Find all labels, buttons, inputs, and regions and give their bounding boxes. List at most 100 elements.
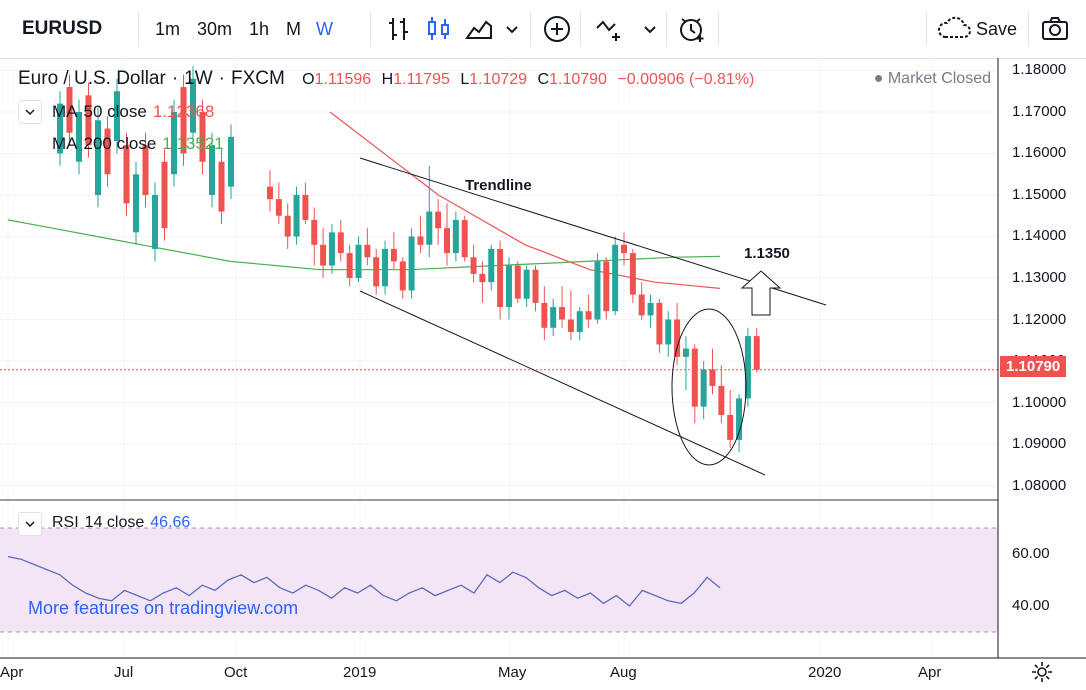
cloud-save-icon[interactable] (936, 14, 972, 44)
symbol-search[interactable]: EURUSD (22, 18, 103, 39)
candle-body (399, 261, 406, 291)
ma50-polyline (329, 111, 721, 289)
interval-1m[interactable]: 1m (155, 19, 181, 39)
price-tick-label: 1.08000 (1012, 476, 1067, 494)
candle-body (532, 269, 539, 303)
instrument-title: Euro / U.S. Dollar (18, 68, 166, 89)
candle-body (576, 311, 583, 332)
candle-body (95, 120, 101, 195)
open-label: O (302, 71, 315, 88)
alert-clock-icon[interactable] (677, 14, 707, 44)
price-tick-label: 1.10000 (1012, 393, 1067, 411)
price-tick-label: 1.09000 (1012, 435, 1067, 453)
top-toolbar: EURUSD 1m 30m 1h M W Save (0, 0, 1086, 59)
interval-W[interactable]: W (316, 19, 333, 39)
interval-30m[interactable]: 30m (197, 19, 233, 39)
candle-body (267, 186, 273, 200)
price-chart[interactable] (0, 58, 1086, 690)
chevron-down-icon[interactable] (640, 14, 660, 44)
candle-body (302, 194, 309, 220)
candle-body (479, 273, 486, 283)
candle-body (142, 145, 149, 195)
bar-style-icon[interactable] (384, 14, 414, 44)
ma50-legend[interactable]: MA 50 close 1.12368 (52, 102, 220, 122)
chevron-down-icon[interactable] (502, 14, 522, 44)
candle-body (355, 244, 362, 278)
candle-body (656, 302, 663, 345)
price-tick-label: 1.18000 (1012, 61, 1067, 79)
candle-body (744, 336, 751, 399)
candle-body (497, 248, 504, 308)
promo-link[interactable]: More features on tradingview.com (28, 598, 299, 618)
candle-body (559, 307, 566, 320)
ma200-params: 200 close (83, 134, 157, 153)
ma50-line (329, 111, 721, 289)
candle-body (700, 369, 707, 407)
candle-body (218, 161, 225, 212)
candle-body (57, 103, 63, 154)
save-button[interactable]: Save (976, 19, 1018, 39)
lower-trendline (359, 290, 766, 476)
candle-body (718, 385, 725, 415)
high-label: H (381, 71, 394, 88)
ma200-value: 1.13521 (162, 134, 224, 153)
settings-gear-icon[interactable] (1030, 660, 1054, 684)
open-value: 1.11596 (314, 71, 372, 88)
change-value: −0.00906 (−0.81%) (617, 71, 755, 88)
add-indicator-icon[interactable] (542, 14, 572, 44)
candle-body (638, 294, 645, 316)
time-tick-label: Oct (224, 664, 248, 681)
candle-body (293, 194, 300, 237)
candle-body (123, 145, 130, 204)
interval-M[interactable]: M (286, 19, 301, 39)
candle-body (567, 319, 574, 332)
low-label: L (460, 71, 470, 88)
candle-body (621, 244, 627, 254)
price-tick-label: 1.16000 (1012, 144, 1067, 162)
candle-body (470, 257, 477, 274)
candle-body (426, 211, 433, 245)
legend-collapse-button[interactable] (18, 100, 42, 124)
candle-body (152, 194, 158, 249)
candle-body (550, 307, 557, 328)
candle-body (320, 244, 327, 266)
ma50-params: 50 close (83, 102, 147, 121)
candle-body (390, 248, 397, 262)
rsi-legend[interactable]: RSI 14 close 46.66 (52, 514, 196, 532)
rsi-polyline (7, 555, 721, 607)
legend-exchange: FXCM (230, 68, 285, 89)
ohlc-values: O1.11596 H1.11795 L1.10729 C1.10790 −0.0… (302, 71, 760, 88)
price-tick-label: 1.12000 (1012, 310, 1067, 328)
interval-1h[interactable]: 1h (249, 19, 270, 39)
candle-body (408, 236, 415, 291)
candles-style-icon[interactable] (424, 14, 454, 44)
rsi-collapse-button[interactable] (18, 512, 42, 536)
close-label: C (537, 71, 550, 88)
candle-body (612, 244, 619, 312)
trendline-label: Trendline (465, 177, 532, 194)
candle-body (284, 215, 291, 237)
candle-body (629, 253, 636, 295)
price-tick-label: 1.17000 (1012, 102, 1067, 120)
candle-body (66, 87, 73, 133)
candle-body (133, 174, 139, 233)
candle-body (541, 302, 548, 328)
candle-body (674, 319, 681, 357)
time-tick-label: Apr (918, 664, 942, 681)
candle-body (523, 269, 530, 299)
market-status: ● Market Closed (873, 70, 991, 87)
toolbar-divider (530, 12, 531, 46)
toolbar-divider (666, 12, 667, 46)
ma200-polyline (7, 219, 721, 271)
up-arrow-shape (740, 270, 782, 316)
camera-icon[interactable] (1040, 14, 1070, 44)
time-tick-label: 2020 (808, 664, 842, 681)
compare-icon[interactable] (594, 14, 624, 44)
ma200-name: MA (52, 134, 78, 153)
ma200-legend[interactable]: MA 200 close 1.13521 (52, 134, 230, 154)
price-tick-label: 1.14000 (1012, 227, 1067, 245)
area-style-icon[interactable] (464, 14, 494, 44)
legend-separator: · (218, 68, 225, 89)
candle-body (444, 228, 450, 254)
candle-body (337, 232, 344, 254)
